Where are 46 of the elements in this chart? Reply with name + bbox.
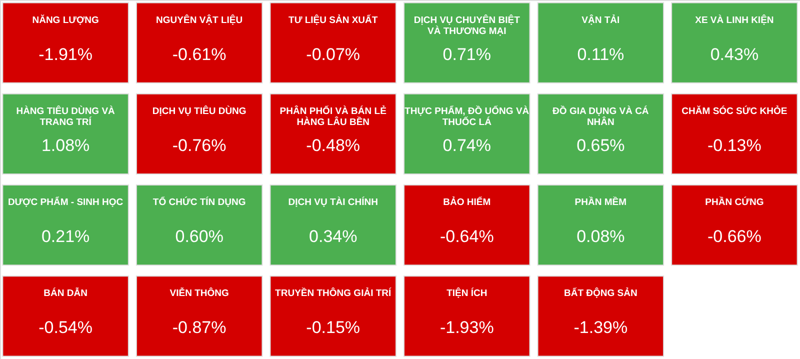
category-label: VẬN TẢI: [582, 14, 620, 26]
data-label: -0.13%: [708, 136, 762, 155]
category-label: BẢO HIỂM: [443, 196, 491, 208]
category-label: VIỄN THÔNG: [170, 287, 229, 300]
data-label: -1.91%: [38, 44, 92, 64]
data-label: -0.07%: [306, 44, 360, 64]
data-label: -1.39%: [574, 318, 628, 338]
data-label: -1.93%: [440, 318, 494, 338]
data-label: -0.15%: [306, 318, 360, 338]
data-label: 0.34%: [309, 227, 358, 246]
category-label: PHẦN MỀM: [574, 196, 627, 208]
category-label: BẤT ĐỘNG SẢN: [564, 287, 638, 300]
data-label: 1.08%: [41, 136, 90, 155]
data-label: -0.76%: [172, 136, 226, 155]
data-label: 0.43%: [710, 44, 759, 64]
category-label: HÀNG TIÊU DÙNG VÀ TRANG TRÍ: [16, 104, 116, 128]
category-label: DỊCH VỤ TIÊU DÙNG: [152, 104, 246, 117]
category-label: NGUYÊN VẬT LIỆU: [156, 14, 243, 26]
data-label: 0.08%: [576, 227, 625, 246]
category-label: DỊCH VỤ TÀI CHÍNH: [288, 196, 378, 208]
data-label: -0.64%: [440, 227, 494, 246]
data-label: -0.66%: [708, 227, 762, 246]
data-label: -0.61%: [172, 44, 226, 64]
category-label: DỊCH VỤ CHUYÊN BIỆT VÀ THƯƠNG MẠI: [414, 14, 520, 37]
category-label: PHÂN PHỐI VÀ BÁN LẺ HÀNG LÂU BỀN: [280, 104, 386, 128]
data-label: 0.65%: [576, 136, 625, 155]
data-label: 0.71%: [442, 44, 491, 64]
category-label: TƯ LIỆU SẢN XUẤT: [288, 14, 378, 26]
data-label: 0.60%: [175, 227, 224, 246]
data-label: -0.48%: [306, 136, 360, 155]
category-label: NĂNG LƯỢNG: [32, 14, 99, 26]
category-label: ĐỒ GIA DỤNG VÀ CÁ NHÂN: [552, 104, 649, 128]
category-label: BÁN DẪN: [44, 287, 88, 300]
data-label: -0.54%: [38, 318, 92, 338]
category-label: CHĂM SÓC SỨC KHỎE: [682, 104, 788, 117]
data-label: 0.11%: [577, 44, 624, 64]
data-label: 0.74%: [442, 136, 491, 155]
category-label: XE VÀ LINH KIỆN: [695, 14, 774, 26]
category-label: PHẦN CỨNG: [705, 196, 764, 208]
category-label: TRUYỀN THÔNG GIẢI TRÍ: [275, 287, 392, 300]
category-label: TIỆN ÍCH: [446, 287, 488, 300]
category-label: THỰC PHẨM, ĐỒ UỐNG VÀ THUỐC LÁ: [404, 104, 530, 128]
data-label: -0.87%: [172, 318, 226, 338]
data-label: 0.21%: [41, 227, 90, 246]
category-label: TỔ CHỨC TÍN DỤNG: [152, 196, 246, 208]
category-label: DƯỢC PHẨM - SINH HỌC: [8, 196, 124, 208]
